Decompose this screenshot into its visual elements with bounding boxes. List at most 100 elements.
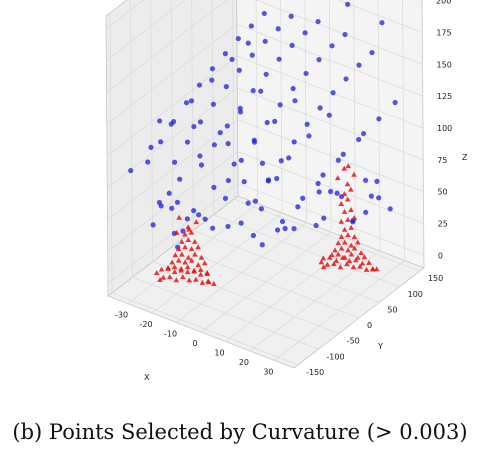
data-point-red [175, 246, 182, 252]
data-point-red [188, 229, 195, 235]
data-point-red [338, 218, 345, 224]
data-point-blue [128, 168, 134, 174]
data-point-blue [360, 130, 367, 137]
data-point-red [171, 269, 178, 275]
data-point-blue [263, 71, 269, 77]
data-point-blue [342, 31, 348, 38]
data-point-blue [245, 40, 251, 46]
data-point-blue [387, 206, 393, 212]
y-tick-label: 50 [387, 305, 397, 314]
data-point-red [338, 245, 345, 251]
axis-labels: X Y Z [144, 153, 468, 382]
data-point-red [361, 254, 368, 260]
figure-caption: (b) Points Selected by Curvature (> 0.00… [12, 420, 468, 444]
data-point-red [341, 239, 348, 245]
grid-line-x [225, 0, 356, 342]
grid-lines [105, 0, 425, 366]
data-point-blue [330, 90, 336, 96]
data-point-blue [171, 159, 178, 165]
data-point-blue [343, 76, 349, 82]
data-point-blue [150, 222, 156, 228]
z-tick-label: 175 [436, 29, 451, 38]
data-point-blue [326, 112, 332, 118]
data-point-red [191, 238, 198, 244]
data-point-red [358, 249, 364, 255]
y-tick-label: 0 [367, 321, 372, 330]
data-point-blue [289, 42, 295, 48]
data-point-red [195, 262, 202, 268]
data-point-red [198, 254, 205, 260]
data-point-blue [170, 119, 177, 125]
data-point-blue [350, 219, 356, 225]
data-point-red [333, 257, 340, 263]
data-point-red [342, 254, 348, 260]
data-point-red [357, 263, 363, 269]
data-point-blue [196, 212, 202, 218]
data-point-blue [238, 220, 244, 226]
data-point-blue [321, 215, 327, 221]
grid-line-y [109, 12, 299, 366]
data-point-red [348, 186, 354, 192]
data-point-red [329, 252, 335, 258]
data-point-blue [259, 160, 266, 166]
data-point-red [355, 254, 361, 260]
data-point-red [348, 207, 354, 213]
data-point-red [166, 274, 173, 280]
data-point-blue [249, 52, 255, 58]
data-point-blue [277, 102, 283, 108]
data-point-blue [197, 153, 203, 159]
data-point-blue [303, 70, 309, 77]
data-point-red [363, 266, 370, 272]
data-point-red [359, 260, 366, 266]
data-point-red [366, 259, 372, 265]
data-point-blue [188, 98, 195, 104]
data-point-red [326, 254, 333, 260]
data-point-blue [166, 190, 172, 196]
data-point-red [206, 279, 212, 285]
data-point-red [318, 259, 325, 265]
data-point-red [197, 271, 204, 277]
data-point-red [320, 255, 327, 261]
data-point-blue [158, 139, 164, 145]
data-point-red [351, 214, 358, 220]
data-point-red [171, 264, 178, 270]
data-point-red [354, 239, 361, 245]
grid-line-z [107, 119, 424, 220]
data-point-red [188, 257, 195, 263]
data-point-blue [184, 139, 191, 145]
data-point-red [172, 252, 179, 258]
data-point-red [344, 181, 351, 187]
data-point-red [345, 247, 351, 253]
data-point-blue [251, 137, 257, 143]
data-point-red [182, 244, 188, 250]
data-point-red [324, 261, 331, 267]
z-tick-label: 0 [438, 251, 443, 260]
data-point-blue [306, 133, 312, 139]
data-point-blue [295, 204, 301, 210]
data-point-blue [210, 225, 216, 231]
data-point-red [192, 251, 198, 257]
y-tick-label: -150 [306, 368, 324, 377]
data-point-blue [197, 119, 204, 125]
grid-line-y [170, 0, 360, 319]
data-point-red [211, 280, 217, 286]
data-point-red [158, 266, 165, 272]
data-point-red [353, 257, 359, 263]
data-point-blue [211, 184, 217, 190]
grid-line-z [106, 87, 424, 189]
data-point-blue [169, 205, 175, 211]
data-point-blue [265, 178, 271, 184]
x-tick-label: 30 [263, 367, 273, 376]
data-point-red [344, 196, 351, 202]
data-point-blue [320, 172, 326, 178]
data-point-blue [202, 216, 208, 222]
data-point-blue [191, 123, 197, 130]
data-point-red [345, 216, 351, 222]
data-point-red [188, 246, 195, 252]
z-tick-label: 125 [437, 92, 452, 101]
data-point-blue [369, 49, 375, 56]
data-point-blue [334, 190, 340, 196]
data-point-blue [262, 38, 268, 44]
data-point-blue [291, 139, 297, 145]
z-tick-label: 75 [437, 156, 447, 165]
